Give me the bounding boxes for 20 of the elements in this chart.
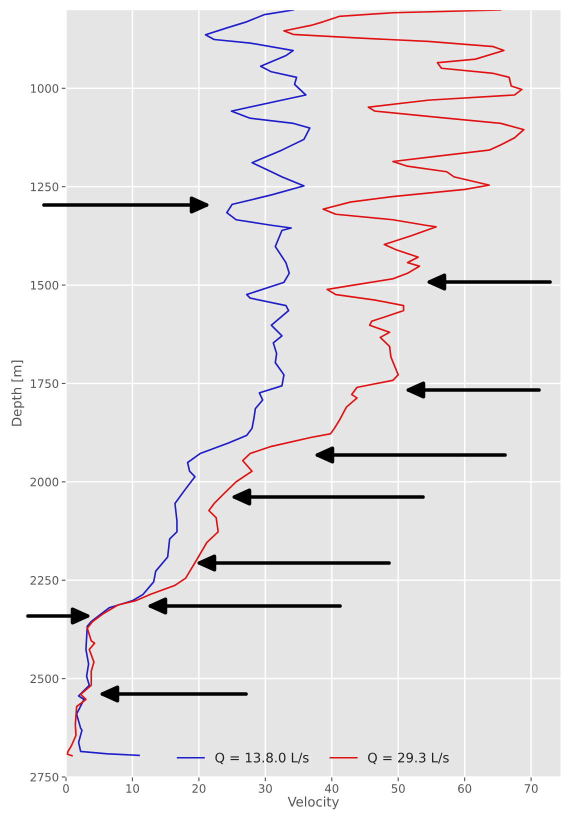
y-axis-title: Depth [m] xyxy=(11,360,24,426)
x-tick-label: 70 xyxy=(524,784,538,793)
x-tick-label: 50 xyxy=(392,784,405,793)
y-tick-label: 2250 xyxy=(30,576,58,585)
x-tick-label: 0 xyxy=(63,784,69,793)
y-tick-label: 1500 xyxy=(30,280,58,290)
x-axis-title: Velocity xyxy=(288,796,339,810)
y-tick-label: 2500 xyxy=(30,674,58,684)
y-tick-label: 1000 xyxy=(30,84,58,93)
x-tick-label: 30 xyxy=(258,784,272,793)
y-tick-label: 2750 xyxy=(30,772,58,782)
y-tick-label: 2000 xyxy=(30,478,58,486)
legend-label: Q = 29.3 L/s xyxy=(368,752,449,764)
y-tick-label: 1250 xyxy=(30,182,58,192)
legend-label: Q = 13.8.0 L/s xyxy=(215,752,309,764)
x-tick-label: 10 xyxy=(126,784,140,793)
y-tick-label: 1750 xyxy=(30,379,58,388)
x-tick-label: 60 xyxy=(458,784,472,793)
x-tick-label: 40 xyxy=(325,784,338,793)
x-tick-label: 20 xyxy=(192,784,206,793)
